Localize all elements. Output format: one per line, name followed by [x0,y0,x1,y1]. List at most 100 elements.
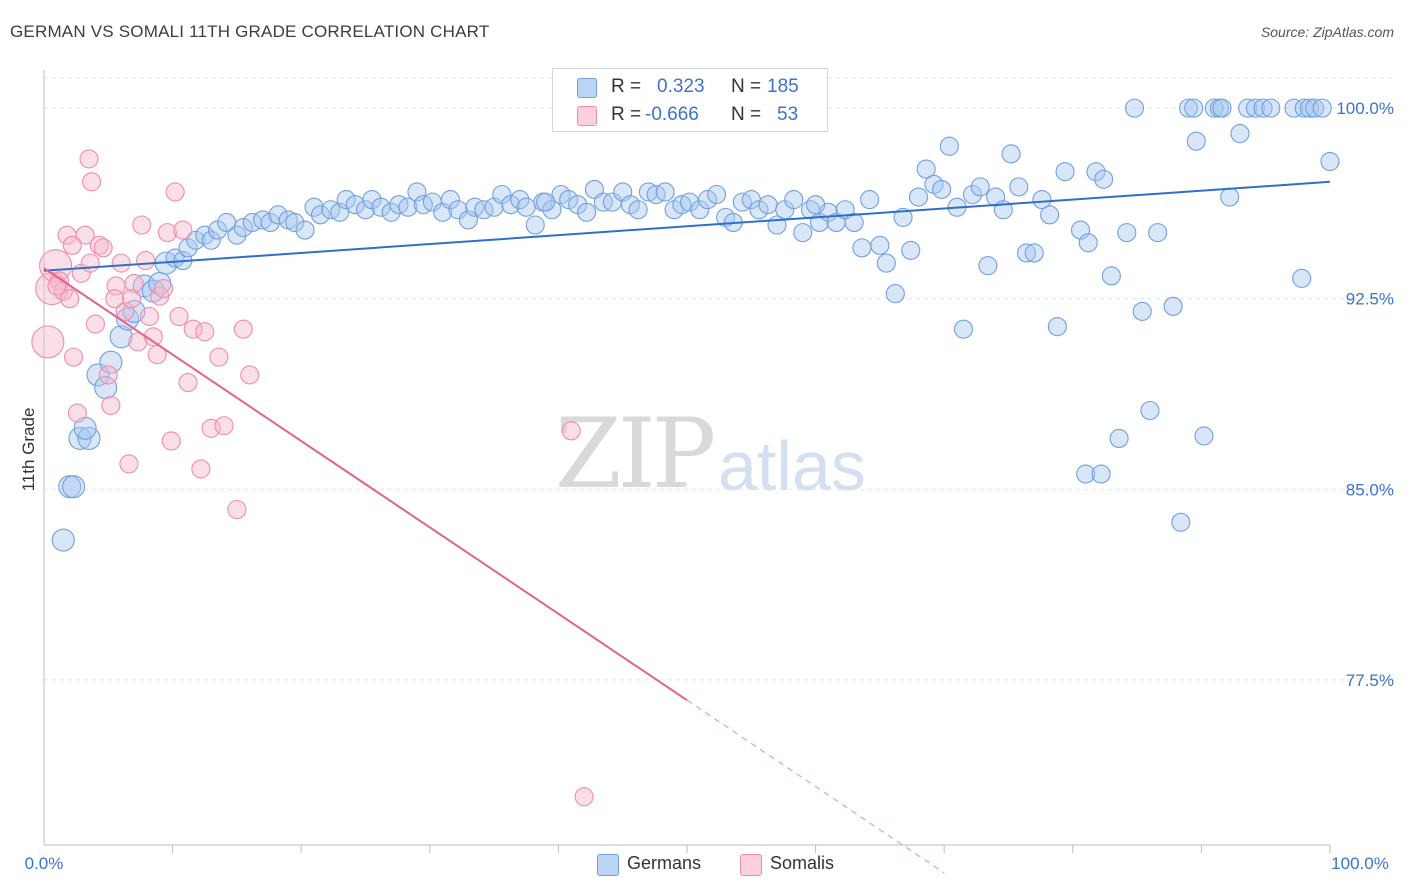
point-germans [577,202,597,222]
watermark-atlas: atlas [718,427,866,505]
point-germans [901,240,921,260]
point-somalis [183,319,203,339]
x-tick-label-min: 0.0% [25,854,64,873]
stats-legend: R = 0.323 N = 185 R = -0.666 N = 53 [552,68,828,132]
point-germans [1076,464,1096,484]
point-germans [1094,169,1114,189]
r-value: 0.323 [657,76,705,97]
legend-label-germans: Germans [627,853,702,873]
point-germans [1238,98,1258,118]
point-somalis [47,276,67,296]
point-somalis [98,365,118,385]
point-somalis [240,365,260,385]
point-somalis [85,314,105,334]
point-germans [285,212,305,233]
y-axis-label: 11th Grade [19,408,38,492]
point-germans [749,200,769,220]
point-germans [1109,428,1129,448]
point-somalis [143,327,163,347]
point-somalis [39,249,73,283]
point-germans [525,215,545,235]
point-germans [109,325,133,349]
point-germans [398,197,418,217]
point-germans [844,212,864,233]
point-somalis [209,347,229,367]
point-somalis [79,149,99,169]
point-germans [784,190,804,210]
point-germans [440,190,460,210]
point-germans [1140,400,1160,421]
point-somalis [214,416,234,436]
point-germans [876,253,896,273]
point-germans [1312,98,1332,118]
point-somalis [136,251,156,271]
point-somalis [75,225,95,245]
point-germans [1091,464,1111,484]
point-germans [758,195,778,215]
point-germans [227,225,247,245]
point-somalis [139,306,160,327]
point-germans [330,202,350,222]
point-somalis [64,347,84,367]
y-tick-label: 100.0% [1336,99,1394,118]
trendline-germans [43,180,1331,272]
point-germans [1132,301,1152,321]
point-germans [1186,131,1206,151]
point-somalis [154,278,174,299]
point-germans [1016,243,1037,263]
point-germans [1086,162,1106,182]
point-somalis [119,454,139,474]
point-germans [1320,151,1340,172]
point-somalis [67,403,87,423]
point-germans [893,207,913,227]
point-germans [310,205,331,225]
point-germans [698,190,718,210]
point-somalis [178,372,198,393]
point-germans [1055,162,1075,182]
point-germans [655,182,675,202]
point-germans [978,256,998,276]
point-germans [336,190,356,210]
point-germans [672,195,692,215]
point-somalis [195,322,215,342]
point-somalis [227,500,247,520]
point-somalis [121,289,141,309]
trendline-somalis [43,267,688,701]
somalis-swatch [577,106,597,126]
trendline-somalis-extension [686,699,945,874]
point-germans [201,230,221,250]
point-germans [62,475,86,499]
legend-label-somalis: Somalis [770,853,835,873]
point-germans [1253,98,1273,118]
point-germans [1001,144,1021,164]
y-tick-label: 85.0% [1346,480,1394,499]
x-tick-label-max: 100.0% [1331,854,1389,873]
point-germans [953,319,974,339]
point-germans [510,190,530,210]
chart-title: GERMAN VS SOMALI 11TH GRADE CORRELATION … [10,22,490,41]
r-label: R = [611,104,642,125]
point-germans [1194,426,1214,446]
y-tick-label: 77.5% [1346,671,1394,690]
point-germans [86,363,110,387]
point-somalis [128,332,148,352]
point-germans [690,200,710,220]
point-somalis [169,306,189,327]
r-label: R = [611,76,642,97]
point-germans [628,200,648,220]
point-germans [806,195,826,215]
r-value: -0.666 [645,104,699,125]
point-germans [458,210,478,230]
stats-legend-row-germans: R = 0.323 N = 185 [553,73,827,101]
point-germans [939,136,959,156]
point-germans [1163,296,1183,316]
point-germans [1212,98,1232,118]
somalis-legend-swatch [740,854,762,876]
point-germans [186,230,206,250]
point-somalis [147,345,167,365]
n-value: 53 [777,104,799,125]
point-somalis [101,395,121,415]
point-germans [1261,98,1281,118]
point-germans [116,307,140,331]
